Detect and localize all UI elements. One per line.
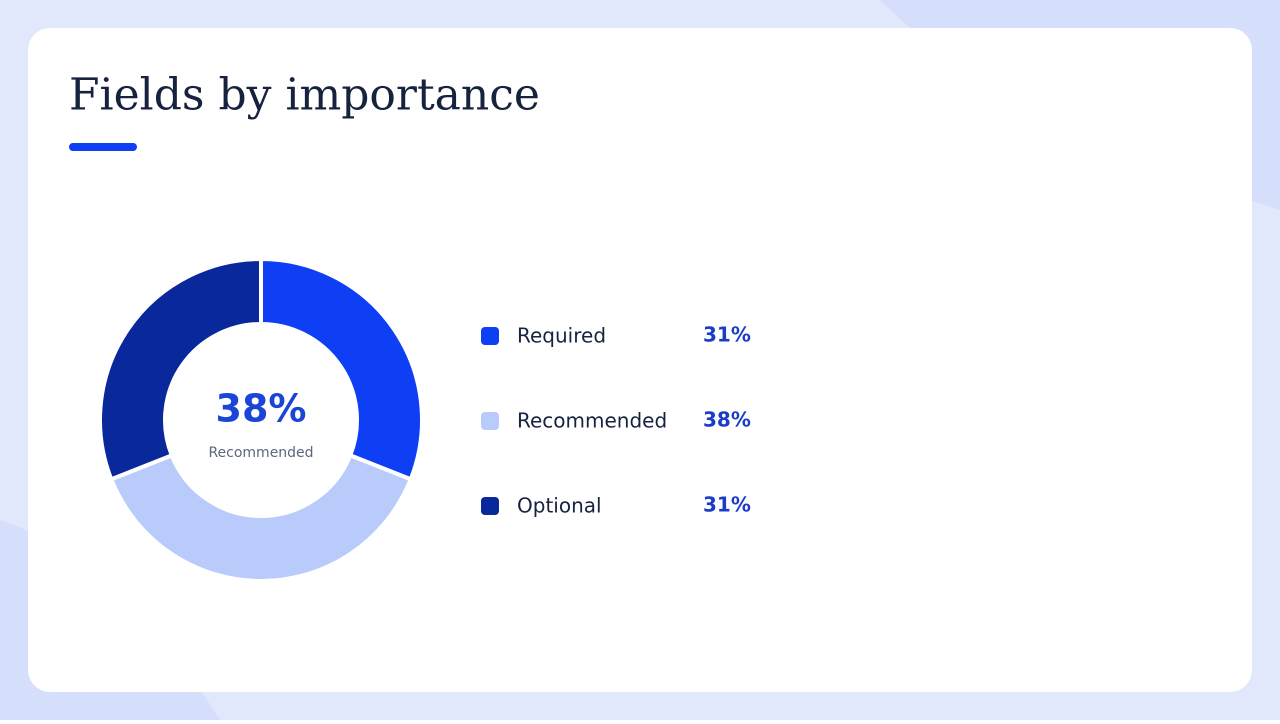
card <box>28 28 1252 692</box>
donut-segment <box>108 452 414 583</box>
chart-title: Fields by importance <box>69 70 540 121</box>
legend-value: 38% <box>703 408 751 432</box>
legend-label: Optional <box>517 494 602 518</box>
legend-label: Recommended <box>517 409 667 433</box>
legend-swatch <box>481 327 499 345</box>
donut-segment <box>98 256 263 482</box>
center-caption: Recommended <box>208 445 313 461</box>
legend-value: 31% <box>703 323 751 347</box>
title-underline <box>69 143 137 151</box>
legend-swatch <box>481 497 499 515</box>
legend-swatch <box>481 412 499 430</box>
legend-label: Required <box>517 324 606 348</box>
donut-segment <box>259 256 424 482</box>
legend-value: 31% <box>703 493 751 517</box>
center-text: 38% <box>216 387 307 431</box>
